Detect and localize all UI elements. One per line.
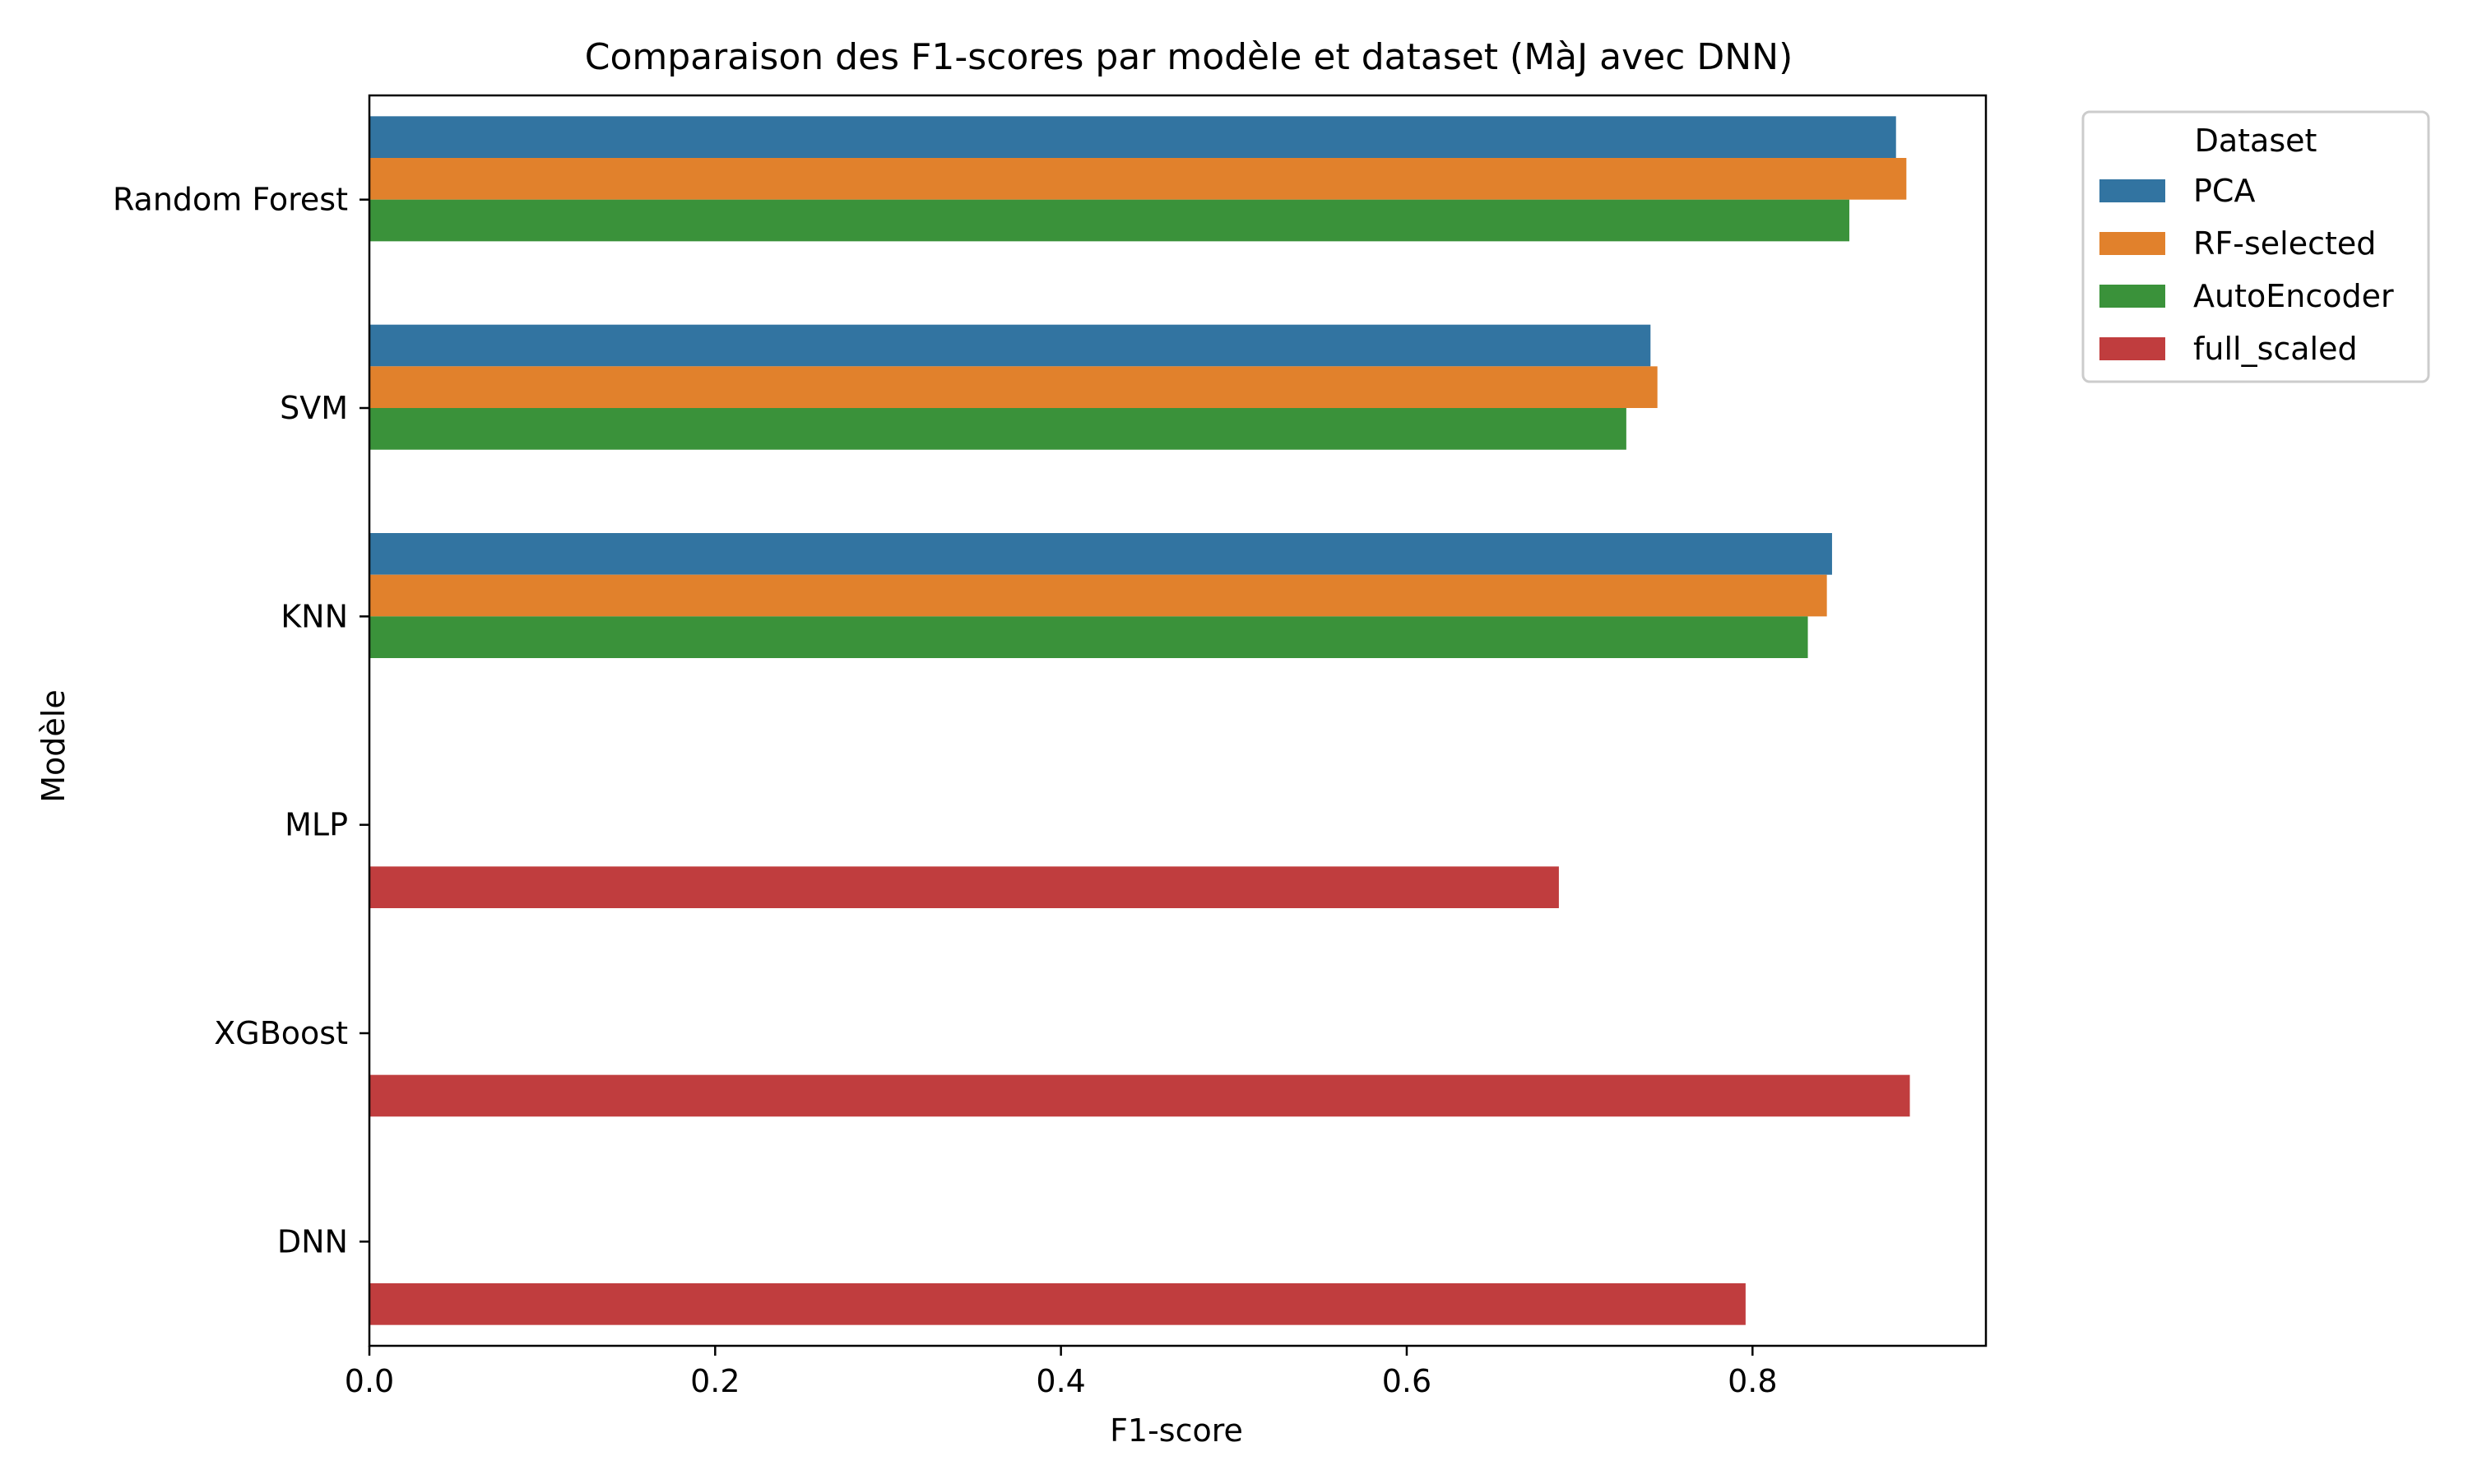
legend-frame <box>2081 110 2430 383</box>
bar-mlp-full-scaled <box>369 866 1559 908</box>
legend-swatch <box>2099 285 2165 308</box>
x-tick-label: 0.2 <box>690 1363 740 1399</box>
bar-svm-autoencoder <box>369 408 1626 450</box>
y-tick-label: DNN <box>277 1223 348 1259</box>
bar-knn-pca <box>369 533 1832 575</box>
legend-label: RF-selected <box>2193 225 2376 262</box>
legend-swatch <box>2099 179 2165 202</box>
x-tick-label: 0.6 <box>1382 1363 1431 1399</box>
bar-svm-rf-selected <box>369 366 1658 408</box>
legend-items: PCA RF-selected AutoEncoder full_scaled <box>2099 173 2394 367</box>
axes-layer: 0.0 0.2 0.4 0.6 0.8 Random Forest SVM KNN MLP XGB… <box>113 94 1988 1399</box>
legend-swatch <box>2099 232 2165 255</box>
y-tick-label: MLP <box>285 807 348 843</box>
bar-dnn-full-scaled <box>369 1283 1746 1325</box>
legend-label: full_scaled <box>2193 331 2358 367</box>
y-tick-label: KNN <box>281 598 348 634</box>
bars-layer <box>369 116 1910 1325</box>
x-tick-label: 0.4 <box>1036 1363 1085 1399</box>
bar-random-forest-pca <box>369 116 1896 158</box>
legend-swatch <box>2099 337 2165 360</box>
y-axis-label: Modèle <box>35 689 72 802</box>
bar-knn-autoencoder <box>369 616 1808 658</box>
x-tick-label: 0.8 <box>1728 1363 1777 1399</box>
legend-title: Dataset <box>2195 123 2317 159</box>
x-tick-label: 0.0 <box>345 1363 394 1399</box>
legend: Dataset PCA RF-selected AutoEncoder full_sc… <box>2081 110 2430 383</box>
legend-label: AutoEncoder <box>2193 278 2394 314</box>
y-tick-label: XGBoost <box>214 1015 348 1051</box>
legend-label: PCA <box>2193 173 2255 209</box>
x-axis-label: F1-score <box>1110 1412 1243 1449</box>
bar-xgboost-full-scaled <box>369 1074 1910 1117</box>
y-tick-label: Random Forest <box>113 182 348 218</box>
bar-random-forest-rf-selected <box>369 158 1907 200</box>
y-tick-label: SVM <box>280 390 348 426</box>
bar-svm-pca <box>369 324 1651 367</box>
bar-knn-rf-selected <box>369 574 1827 617</box>
chart-title: Comparaison des F1-scores par modèle et … <box>585 36 1793 78</box>
plot-frame <box>368 94 1988 1347</box>
bar-random-forest-autoencoder <box>369 199 1849 242</box>
